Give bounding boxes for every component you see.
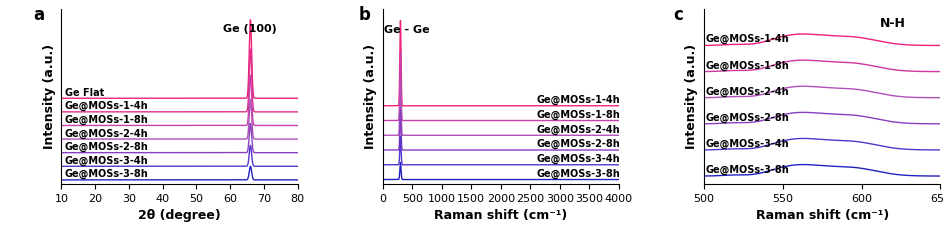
Text: Ge@MOSs-2-8h: Ge@MOSs-2-8h [65, 142, 148, 152]
Text: Ge@MOSs-1-4h: Ge@MOSs-1-4h [535, 95, 619, 105]
X-axis label: 2θ (degree): 2θ (degree) [138, 209, 221, 222]
Text: Ge@MOSs-3-4h: Ge@MOSs-3-4h [65, 155, 148, 166]
Text: Ge@MOSs-1-8h: Ge@MOSs-1-8h [705, 60, 788, 71]
X-axis label: Raman shift (cm⁻¹): Raman shift (cm⁻¹) [754, 209, 888, 222]
Text: Ge@MOSs-2-4h: Ge@MOSs-2-4h [705, 86, 788, 97]
Text: Ge - Ge: Ge - Ge [384, 25, 430, 35]
Text: Ge@MOSs-3-8h: Ge@MOSs-3-8h [535, 169, 619, 179]
Text: Ge@MOSs-3-8h: Ge@MOSs-3-8h [65, 169, 148, 179]
Text: Ge@MOSs-3-4h: Ge@MOSs-3-4h [535, 154, 619, 164]
Text: N-H: N-H [879, 17, 905, 30]
Text: Ge Flat: Ge Flat [65, 88, 104, 98]
Text: c: c [672, 6, 683, 24]
Text: a: a [33, 6, 44, 24]
X-axis label: Raman shift (cm⁻¹): Raman shift (cm⁻¹) [433, 209, 567, 222]
Text: Ge@MOSs-1-8h: Ge@MOSs-1-8h [65, 115, 148, 125]
Text: b: b [359, 6, 371, 24]
Text: Ge@MOSs-1-4h: Ge@MOSs-1-4h [705, 34, 788, 45]
Text: Ge@MOSs-2-4h: Ge@MOSs-2-4h [535, 124, 619, 135]
Text: Ge@MOSs-2-8h: Ge@MOSs-2-8h [535, 139, 619, 149]
Text: Ge@MOSs-1-8h: Ge@MOSs-1-8h [535, 110, 619, 120]
Y-axis label: Intensity (a.u.): Intensity (a.u.) [363, 44, 377, 149]
Y-axis label: Intensity (a.u.): Intensity (a.u.) [684, 44, 698, 149]
Text: Ge (100): Ge (100) [223, 24, 277, 34]
Y-axis label: Intensity (a.u.): Intensity (a.u.) [42, 44, 56, 149]
Text: Ge@MOSs-2-4h: Ge@MOSs-2-4h [65, 128, 148, 139]
Text: Ge@MOSs-2-8h: Ge@MOSs-2-8h [705, 113, 788, 123]
Text: Ge@MOSs-3-4h: Ge@MOSs-3-4h [705, 139, 788, 149]
Text: Ge@MOSs-3-8h: Ge@MOSs-3-8h [705, 165, 788, 175]
Text: Ge@MOSs-1-4h: Ge@MOSs-1-4h [65, 101, 148, 111]
